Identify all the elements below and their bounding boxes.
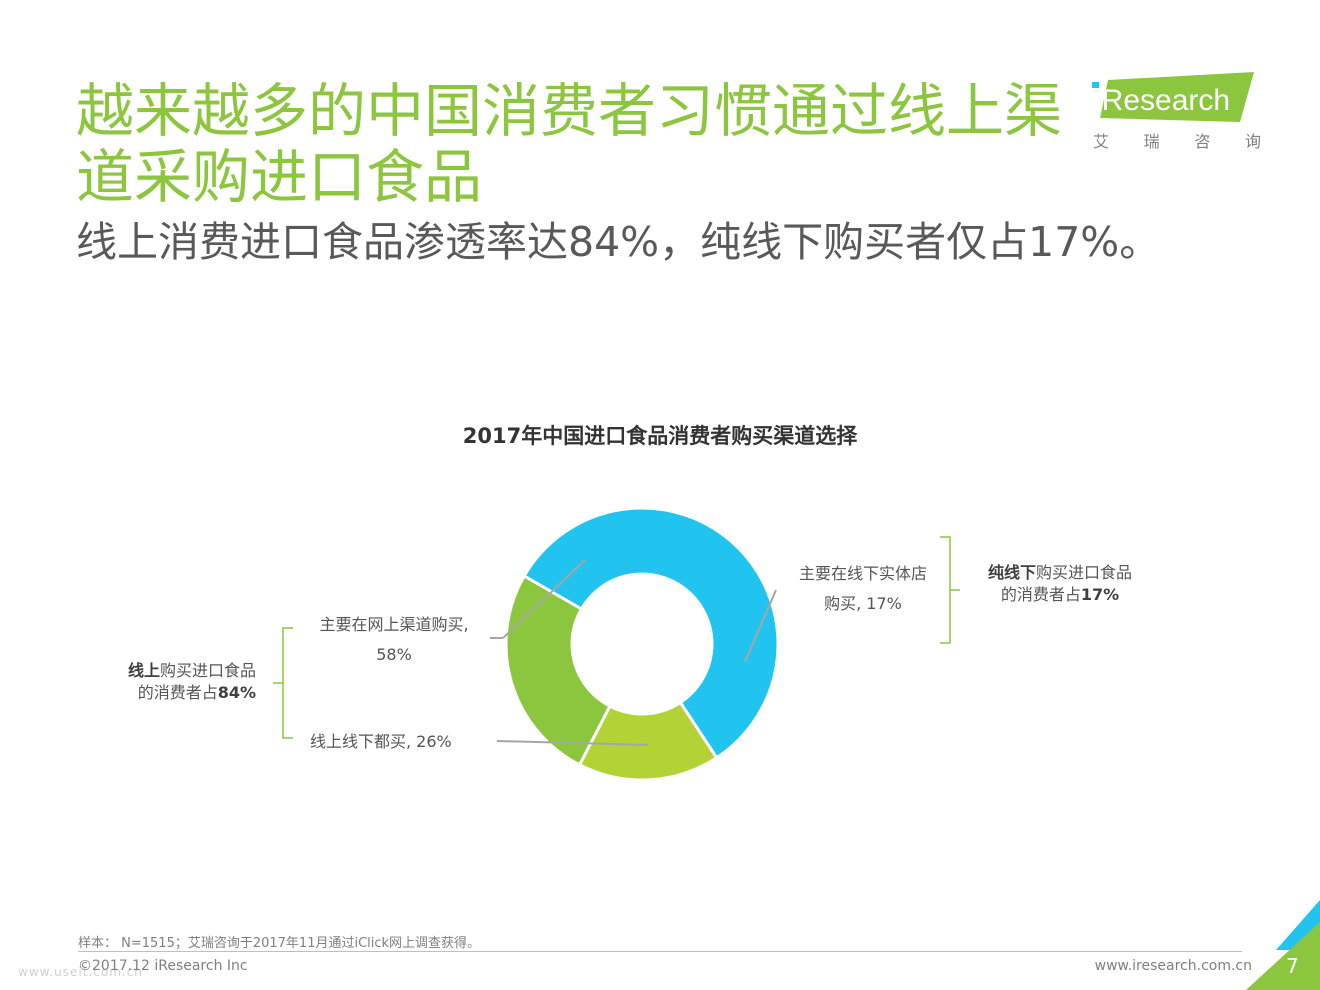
website-link[interactable]: www.iresearch.com.cn [1094,958,1252,974]
bracket-online [273,627,293,739]
copyright: ©2017.12 iResearch Inc [78,958,248,974]
group-offline-text: 购买进口食品 [1036,563,1133,582]
logo-char: 瑞 [1143,132,1160,151]
page-number: 7 [1286,954,1299,978]
group-offline-bold: 纯线下 [987,563,1036,582]
label-offline-value: 购买, 17% [824,594,902,613]
logo-char: 咨 [1194,132,1211,151]
logo-char: 询 [1244,132,1261,151]
donut-slice [522,506,780,760]
page-subtitle: 线上消费进口食品渗透率达84%，纯线下购买者仅占17%。 [76,218,1161,266]
bracket-offline [940,536,960,644]
group-offline-text2: 的消费者占 [1000,585,1081,604]
label-online: 主要在网上渠道购买, 58% [302,610,486,670]
chart-title: 2017年中国进口食品消费者购买渠道选择 [462,424,858,448]
group-online: 线上购买进口食品 的消费者占84% [90,660,256,704]
label-both: 线上线下都买, 26% [310,732,452,751]
label-online-value: 58% [376,645,412,664]
group-online-bold: 线上 [127,661,160,680]
group-online-text: 购买进口食品 [159,661,256,680]
donut-slice [504,573,612,767]
label-online-name: 主要在网上渠道购买, [319,615,469,634]
group-online-text2: 的消费者占 [137,683,218,702]
footer-divider [78,951,1242,952]
logo-chinese-name: 艾 瑞 咨 询 [1093,128,1261,152]
label-offline: 主要在线下实体店 购买, 17% [782,559,944,619]
leader-line-offline [744,589,777,663]
logo-char: 艾 [1093,132,1110,151]
page-title: 越来越多的中国消费者习惯通过线上渠道采购进口食品 [76,77,1063,211]
corner-decoration [1246,900,1320,990]
group-online-pct: 84% [217,683,256,702]
watermark: www.useit.com.cn [18,965,143,979]
group-offline: 纯线下购买进口食品 的消费者占17% [970,562,1150,606]
label-offline-name: 主要在线下实体店 [798,564,927,583]
group-offline-pct: 17% [1080,585,1120,604]
sample-note: 样本： N=1515；艾瑞咨询于2017年11月通过iClick网上调查获得。 [78,936,481,951]
iresearch-logo: iResearch [1092,72,1254,122]
leader-line-both [496,740,649,746]
logo-text: iResearch [1095,84,1230,117]
leader-line-online [502,559,586,639]
